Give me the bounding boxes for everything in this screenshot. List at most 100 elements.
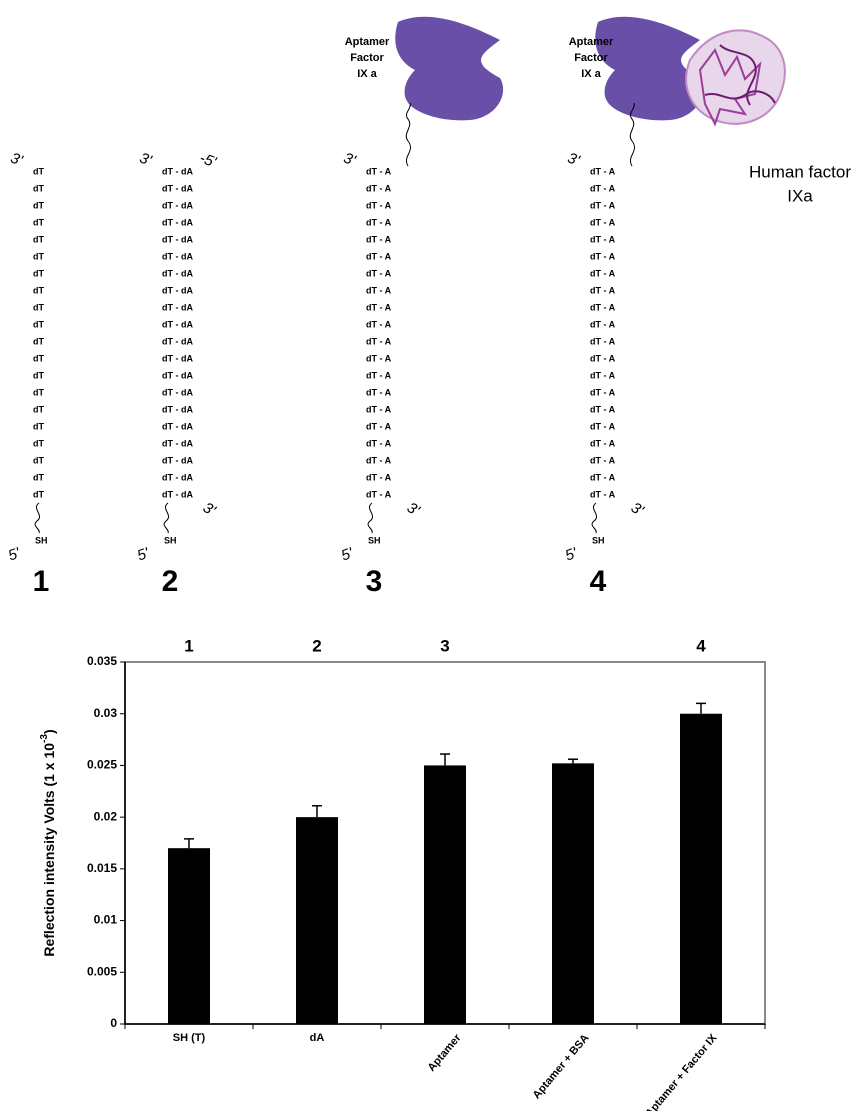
base-pair: dT - A — [590, 217, 616, 227]
base-pair: dT - A — [366, 438, 392, 448]
y-tick-label: 0.005 — [87, 964, 117, 978]
base-pair: dT - A — [590, 336, 616, 346]
base-pair: dT - A — [590, 285, 616, 295]
base-pair: dT — [33, 489, 44, 499]
base-pair: dT - dA — [162, 421, 193, 431]
base-pair: dT - dA — [162, 183, 193, 193]
bar — [296, 817, 338, 1024]
prime-label: 3' — [628, 499, 647, 520]
base-pair: dT - A — [366, 387, 392, 397]
base-pair: dT - A — [590, 183, 616, 193]
base-pair: dT - dA — [162, 387, 193, 397]
base-pair: dT - dA — [162, 302, 193, 312]
base-pair: dT — [33, 183, 44, 193]
aptamer-label: Aptamer — [569, 36, 614, 48]
base-pair: dT - A — [590, 455, 616, 465]
error-bar — [312, 806, 322, 817]
base-pair: dT — [33, 438, 44, 448]
prime-label: 5' — [6, 544, 23, 564]
base-pair: dT - dA — [162, 336, 193, 346]
base-pair: dT - A — [590, 404, 616, 414]
base-pair: dT - A — [366, 319, 392, 329]
base-pair: dT - A — [590, 268, 616, 278]
base-pair: dT — [33, 268, 44, 278]
protein — [686, 30, 785, 124]
base-pair: dT - dA — [162, 217, 193, 227]
protein-label: IXa — [787, 186, 813, 205]
base-pair: dT — [33, 200, 44, 210]
x-tick-label: Aptamer + BSA — [531, 1032, 592, 1101]
aptamer-label: IX a — [581, 68, 601, 80]
base-pair: dT — [33, 319, 44, 329]
base-pair: dT - A — [590, 370, 616, 380]
x-tick-label: Aptamer — [426, 1032, 464, 1074]
base-pair: dT - A — [366, 285, 392, 295]
bar-number: 3 — [440, 636, 449, 655]
base-pair: dT - A — [366, 472, 392, 482]
bar — [168, 848, 210, 1024]
y-tick-label: 0.03 — [94, 706, 118, 720]
base-pair: dT — [33, 455, 44, 465]
y-axis-label-end: ) — [41, 729, 57, 734]
base-pair: dT - A — [366, 421, 392, 431]
base-pair: dT — [33, 336, 44, 346]
error-bar — [568, 759, 578, 763]
y-tick-label: 0.01 — [94, 913, 118, 927]
aptamer-label: IX a — [357, 68, 377, 80]
base-pair: dT - dA — [162, 472, 193, 482]
linker — [592, 503, 597, 533]
base-pair: dT — [33, 166, 44, 176]
base-pair: dT - A — [590, 387, 616, 397]
base-pair: dT - dA — [162, 166, 193, 176]
base-pair: dT - A — [366, 404, 392, 414]
prime-label: 3' — [565, 150, 582, 170]
base-pair: dT - A — [366, 183, 392, 193]
base-pair: dT — [33, 285, 44, 295]
thiol: SH — [164, 535, 177, 545]
base-pair: dT - A — [366, 455, 392, 465]
y-tick-label: 0 — [110, 1016, 117, 1030]
base-pair: dT - A — [366, 200, 392, 210]
base-pair: dT - dA — [162, 285, 193, 295]
prime-label: -5' — [197, 150, 219, 172]
y-tick-label: 0.015 — [87, 861, 117, 875]
error-bar — [440, 754, 450, 765]
y-tick-label: 0.025 — [87, 758, 117, 772]
aptamer-blob — [395, 17, 503, 121]
thiol: SH — [592, 535, 605, 545]
strand-number: 1 — [33, 565, 50, 598]
linker — [368, 503, 373, 533]
base-pair: dT - dA — [162, 370, 193, 380]
protein-label: Human factor — [749, 162, 851, 181]
prime-label: 3' — [8, 150, 25, 170]
base-pair: dT - A — [590, 438, 616, 448]
bar — [552, 763, 594, 1024]
base-pair: dT — [33, 217, 44, 227]
y-axis-label: Reflection intensity Volts (1 x 10-3) — [39, 729, 57, 956]
strand-number: 4 — [590, 565, 607, 598]
base-pair: dT — [33, 387, 44, 397]
strand-number: 2 — [162, 565, 179, 598]
base-pair: dT - dA — [162, 404, 193, 414]
prime-label: 3' — [200, 499, 219, 520]
bar — [424, 765, 466, 1024]
base-pair: dT — [33, 302, 44, 312]
bar — [680, 714, 722, 1024]
base-pair: dT - dA — [162, 319, 193, 329]
base-pair: dT - A — [366, 336, 392, 346]
base-pair: dT — [33, 472, 44, 482]
base-pair: dT - A — [366, 251, 392, 261]
base-pair: dT - A — [366, 268, 392, 278]
base-pair: dT - A — [590, 489, 616, 499]
prime-label: 5' — [135, 544, 152, 564]
thiol: SH — [35, 535, 48, 545]
linker — [164, 503, 169, 533]
base-pair: dT - dA — [162, 489, 193, 499]
x-tick-label: dA — [310, 1032, 325, 1044]
base-pair: dT - A — [590, 200, 616, 210]
base-pair: dT - A — [590, 319, 616, 329]
strand-number: 3 — [366, 565, 383, 598]
base-pair: dT - dA — [162, 268, 193, 278]
base-pair: dT - A — [590, 251, 616, 261]
thiol: SH — [368, 535, 381, 545]
